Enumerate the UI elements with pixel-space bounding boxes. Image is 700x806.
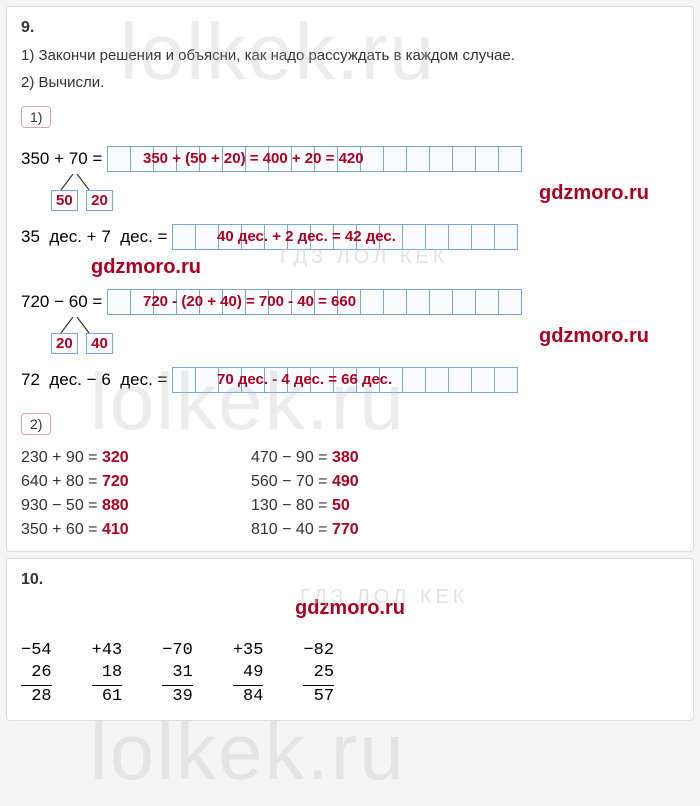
operator: − bbox=[303, 640, 313, 662]
equation-item: 560 − 70 = 490 bbox=[251, 473, 451, 491]
equation-item: 130 − 80 = 50 bbox=[251, 497, 451, 515]
answer-value: 770 bbox=[332, 521, 359, 538]
equation-lhs: 350 + 60 = bbox=[21, 521, 102, 538]
answer-value: 720 bbox=[102, 473, 129, 490]
equation-lhs: 130 − 80 = bbox=[251, 497, 332, 514]
number-breakdown: 50 20 gdzmoro.ru bbox=[49, 178, 679, 214]
site-ref: gdzmoro.ru bbox=[91, 256, 679, 279]
result: 28 bbox=[21, 686, 52, 708]
number-breakdown: 20 40 gdzmoro.ru bbox=[49, 321, 679, 357]
equation-item: 470 − 90 = 380 bbox=[251, 449, 451, 467]
equation-item: 930 − 50 = 880 bbox=[21, 497, 221, 515]
equation-item: 230 + 90 = 320 bbox=[21, 449, 221, 467]
operand-b: 25 bbox=[303, 662, 334, 686]
part-badge-2: 2) bbox=[21, 413, 51, 435]
part-badge-1: 1) bbox=[21, 106, 51, 128]
operand-a: 43 bbox=[102, 641, 122, 660]
site-ref: gdzmoro.ru bbox=[21, 597, 679, 620]
operand-b: 26 bbox=[21, 662, 52, 686]
result: 84 bbox=[233, 686, 264, 708]
column-problem: −70 3139 bbox=[162, 640, 193, 708]
problem-row-3: 720 − 60 = 720 - (20 + 40) = 700 - 40 = … bbox=[21, 289, 679, 315]
operand-a: 54 bbox=[31, 641, 51, 660]
operator: + bbox=[233, 640, 243, 662]
answer-text: 350 + (50 + 20) = 400 + 20 = 420 bbox=[143, 150, 364, 167]
answer-text: 720 - (20 + 40) = 700 - 40 = 660 bbox=[143, 293, 356, 310]
instruction-2: 2) Вычисли. bbox=[21, 72, 679, 95]
split-box-2: 40 bbox=[86, 333, 113, 354]
operand-a: 70 bbox=[172, 641, 192, 660]
equation-lhs: 640 + 80 = bbox=[21, 473, 102, 490]
split-box-1: 50 bbox=[51, 190, 78, 211]
operand-b: 18 bbox=[92, 662, 123, 686]
equation-lhs: 470 − 90 = bbox=[251, 449, 332, 466]
operator: − bbox=[21, 640, 31, 662]
equation-lhs: 72 дес. − 6 дес. = bbox=[21, 370, 167, 390]
site-ref: gdzmoro.ru bbox=[539, 182, 649, 205]
operator: + bbox=[92, 640, 102, 662]
exercise-number: 9. bbox=[21, 19, 679, 37]
column-problem: +35 4984 bbox=[233, 640, 264, 708]
answer-value: 880 bbox=[102, 497, 129, 514]
answer-text: 40 дес. + 2 дес. = 42 дес. bbox=[217, 228, 396, 245]
exercise-number: 10. bbox=[21, 571, 679, 589]
split-box-1: 20 bbox=[51, 333, 78, 354]
site-ref: gdzmoro.ru bbox=[539, 325, 649, 348]
result: 57 bbox=[303, 686, 334, 708]
equation-lhs: 810 − 40 = bbox=[251, 521, 332, 538]
result: 39 bbox=[162, 686, 193, 708]
instruction-1: 1) Закончи решения и объясни, как надо р… bbox=[21, 45, 679, 68]
part2-grid: 230 + 90 = 320 470 − 90 = 380 640 + 80 = 7… bbox=[21, 449, 679, 539]
equation-lhs: 930 − 50 = bbox=[21, 497, 102, 514]
operand-b: 49 bbox=[233, 662, 264, 686]
problem-row-1: 350 + 70 = 350 + (50 + 20) = 400 + 20 = … bbox=[21, 146, 679, 172]
column-problem: −82 2557 bbox=[303, 640, 334, 708]
operator: − bbox=[162, 640, 172, 662]
answer-value: 490 bbox=[332, 473, 359, 490]
operand-b: 31 bbox=[162, 662, 193, 686]
column-problem: −54 2628 bbox=[21, 640, 52, 708]
equation-item: 810 − 40 = 770 bbox=[251, 521, 451, 539]
answer-value: 410 bbox=[102, 521, 129, 538]
exercise-9: 9. 1) Закончи решения и объясни, как над… bbox=[6, 6, 694, 552]
answer-text: 70 дес. - 4 дес. = 66 дес. bbox=[217, 371, 392, 388]
equation-lhs: 720 − 60 = bbox=[21, 292, 102, 312]
result: 61 bbox=[92, 686, 123, 708]
answer-value: 320 bbox=[102, 449, 129, 466]
equation-lhs: 350 + 70 = bbox=[21, 149, 102, 169]
column-math-row: −542628+431861−703139+354984−822557 bbox=[21, 640, 679, 708]
problem-row-4: 72 дес. − 6 дес. = 70 дес. - 4 дес. = 66… bbox=[21, 367, 679, 393]
problem-row-2: 35 дес. + 7 дес. = 40 дес. + 2 дес. = 42… bbox=[21, 224, 679, 250]
equation-item: 640 + 80 = 720 bbox=[21, 473, 221, 491]
answer-value: 50 bbox=[332, 497, 350, 514]
equation-item: 350 + 60 = 410 bbox=[21, 521, 221, 539]
answer-value: 380 bbox=[332, 449, 359, 466]
equation-lhs: 230 + 90 = bbox=[21, 449, 102, 466]
split-box-2: 20 bbox=[86, 190, 113, 211]
operand-a: 82 bbox=[314, 641, 334, 660]
equation-lhs: 35 дес. + 7 дес. = bbox=[21, 227, 167, 247]
equation-lhs: 560 − 70 = bbox=[251, 473, 332, 490]
column-problem: +43 1861 bbox=[92, 640, 123, 708]
exercise-10: 10. gdzmoro.ru −542628+431861−703139+354… bbox=[6, 558, 694, 721]
operand-a: 35 bbox=[243, 641, 263, 660]
